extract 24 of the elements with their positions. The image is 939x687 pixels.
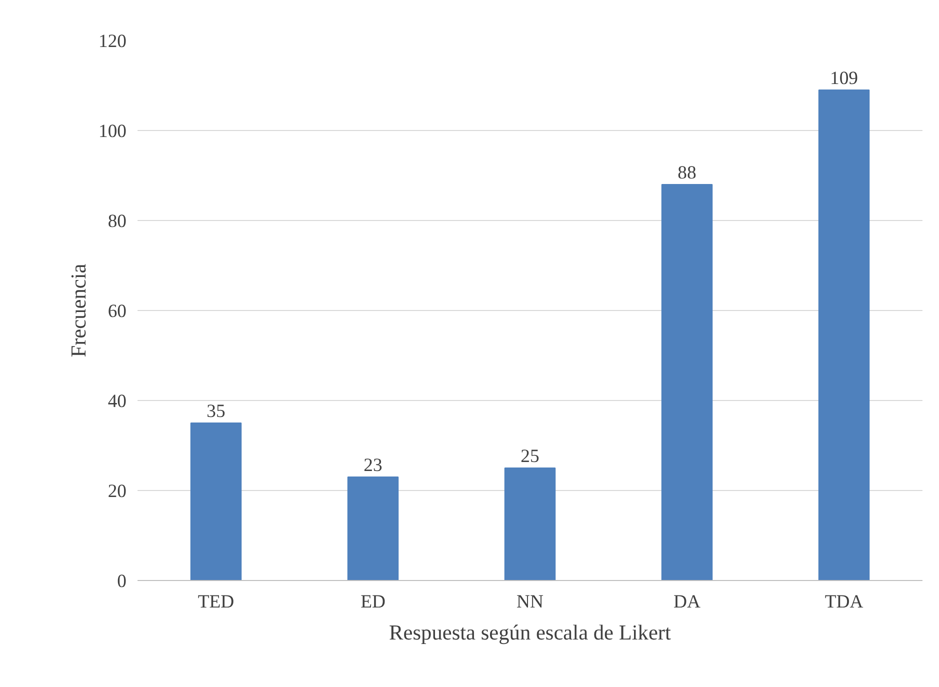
data-label: 25 xyxy=(520,446,540,467)
x-tick-label: DA xyxy=(674,592,701,612)
y-axis-title: Frecuencia xyxy=(66,263,91,358)
y-tick-label: 20 xyxy=(108,481,126,502)
bar xyxy=(190,422,242,580)
x-axis-title: Respuesta según escala de Likert xyxy=(389,620,672,644)
data-label: 23 xyxy=(364,455,382,476)
bar xyxy=(504,468,556,580)
y-tick-label: 40 xyxy=(108,391,126,412)
y-tick-label: 0 xyxy=(117,571,126,592)
y-tick-label: 80 xyxy=(108,211,126,232)
y-tick-label: 60 xyxy=(108,301,126,322)
bar xyxy=(818,90,870,580)
x-tick-label: ED xyxy=(360,592,386,612)
x-tick-label: TED xyxy=(198,592,234,612)
bar xyxy=(661,184,713,580)
y-tick-label: 120 xyxy=(98,31,126,52)
data-label: 109 xyxy=(830,68,858,89)
data-label: 88 xyxy=(678,162,696,184)
x-tick-label: TDA xyxy=(824,592,864,612)
bar xyxy=(347,476,399,580)
x-tick-label: NN xyxy=(516,592,544,612)
y-tick-label: 100 xyxy=(98,121,126,142)
data-label: 35 xyxy=(206,401,226,422)
